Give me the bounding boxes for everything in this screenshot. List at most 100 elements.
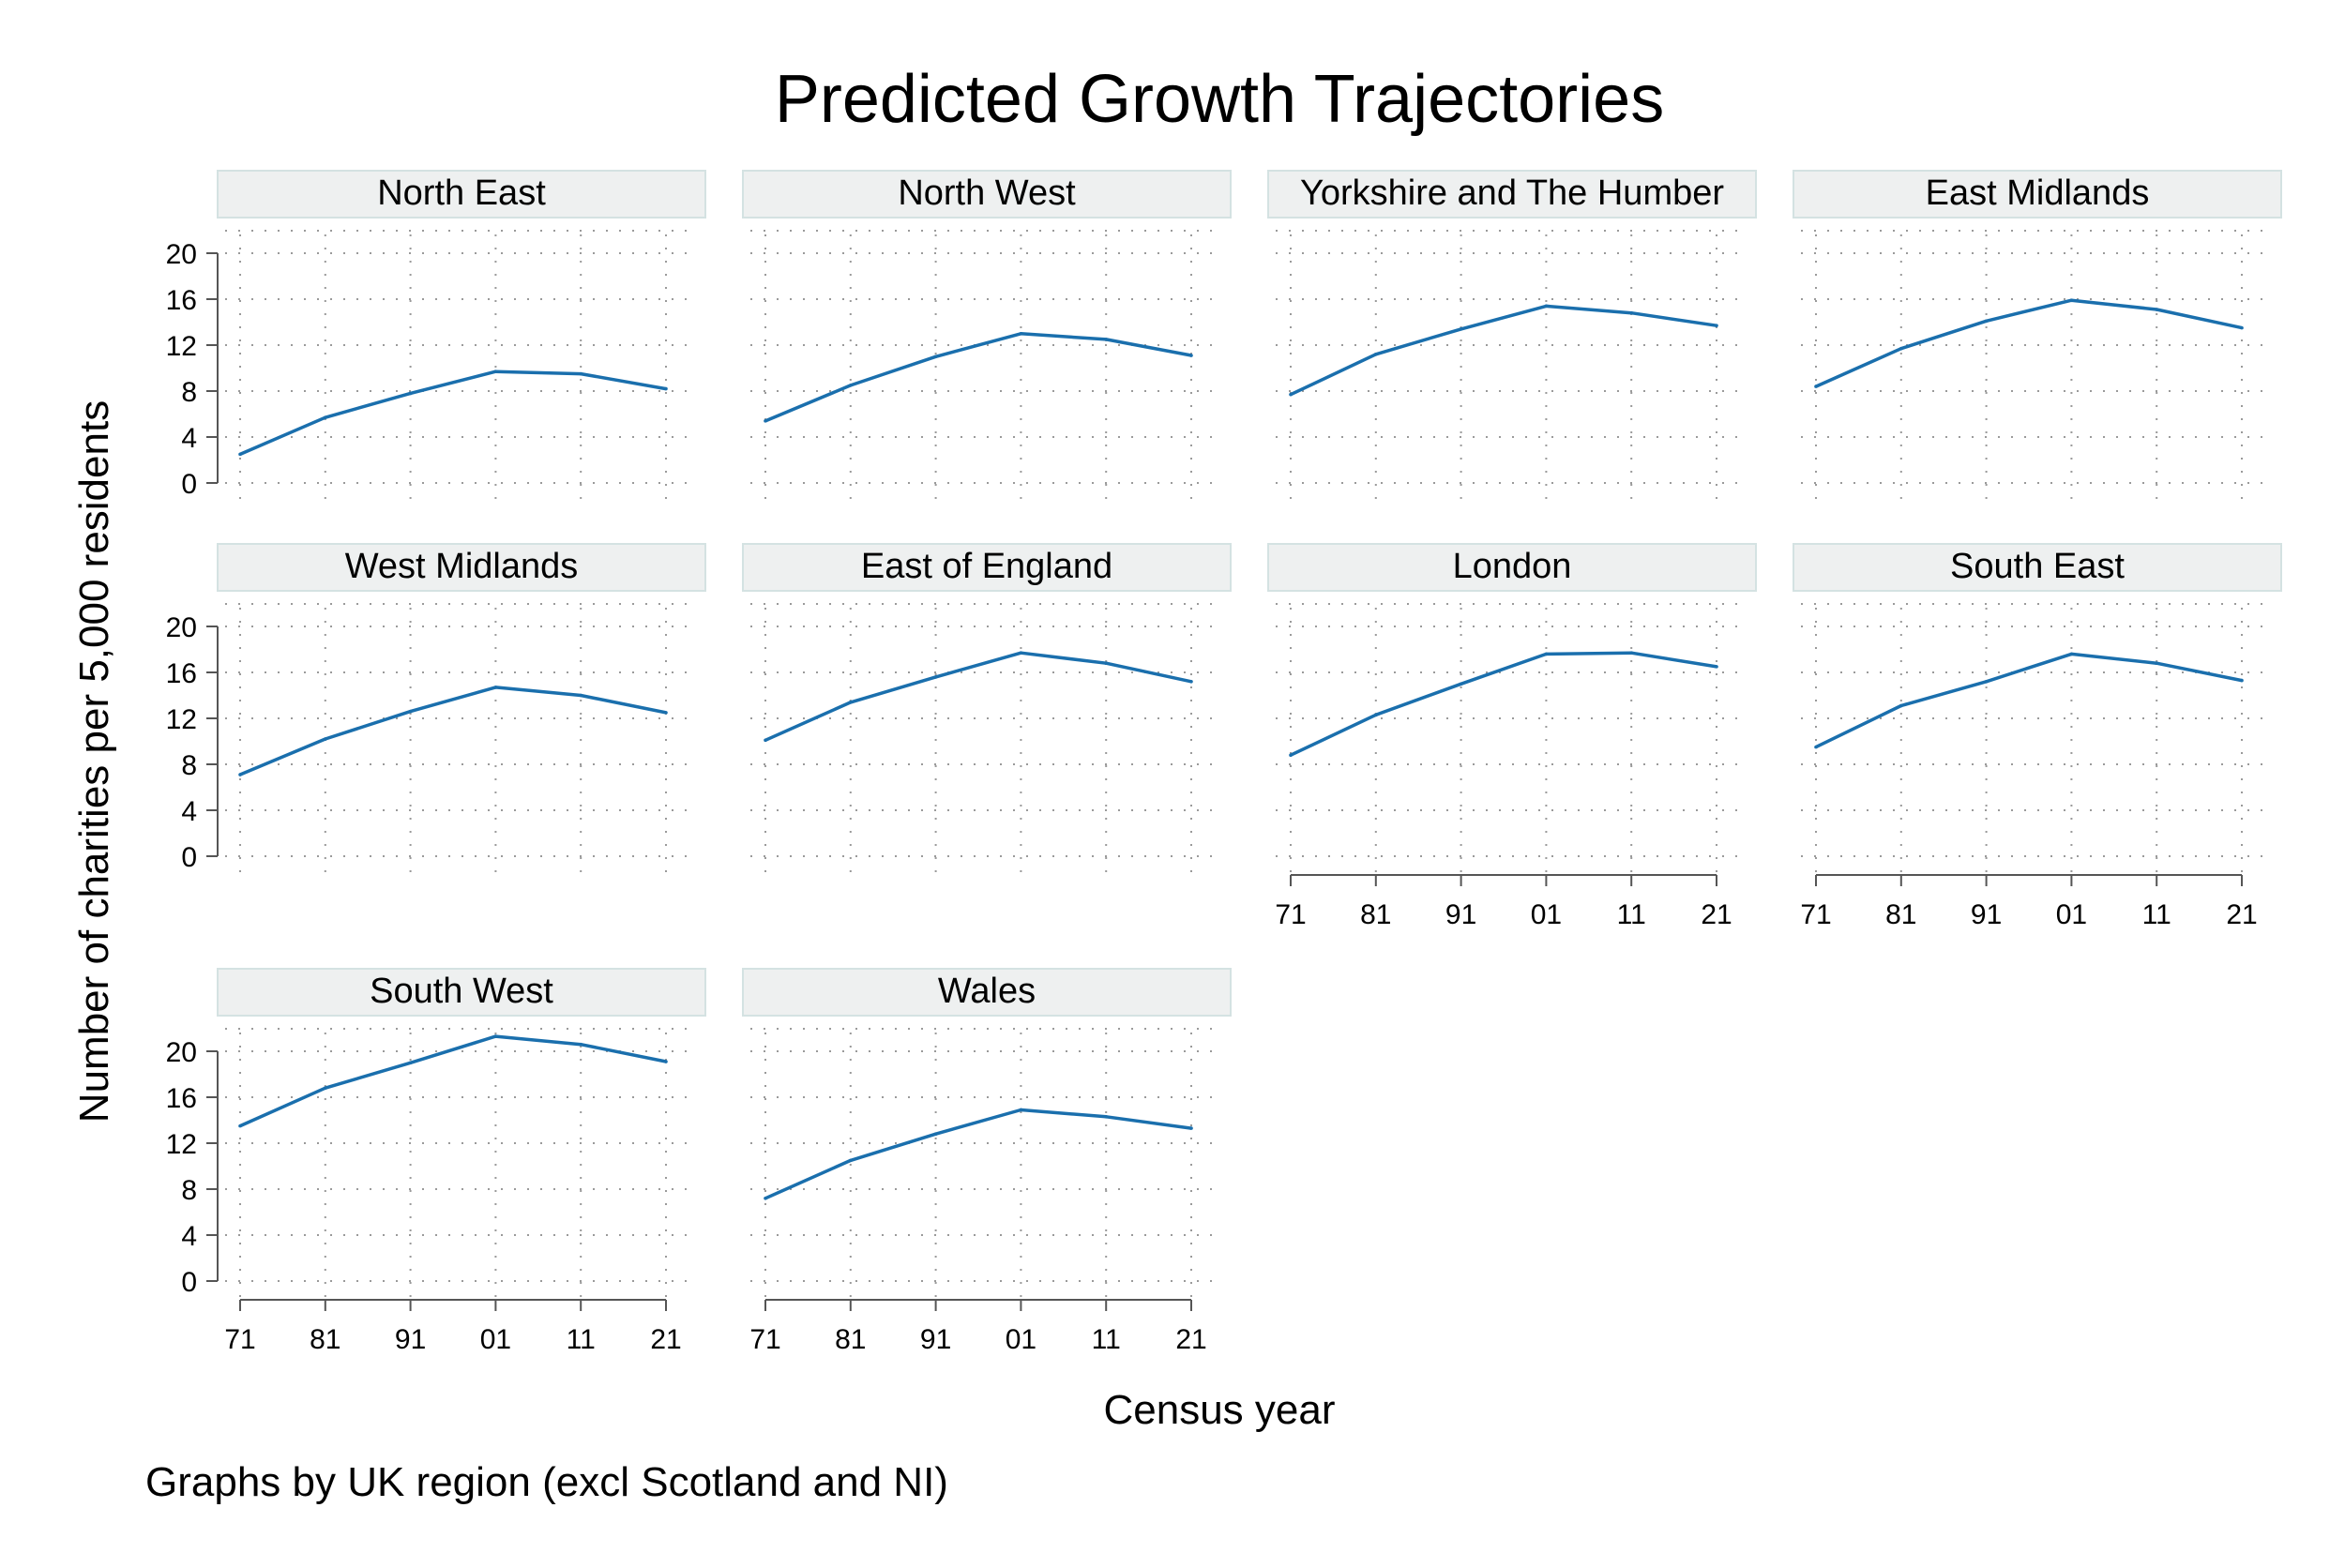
data-point	[1715, 665, 1718, 669]
data-point	[933, 1132, 938, 1136]
panel-title: West Midlands	[345, 547, 579, 586]
data-point	[1544, 652, 1549, 656]
graphs-by-note: Graphs by UK region (excl Scotland and N…	[145, 1459, 948, 1505]
data-point	[1289, 392, 1293, 397]
y-tick-label: 12	[166, 1129, 197, 1160]
panel-strip	[1267, 170, 1757, 219]
y-tick-label: 4	[181, 1221, 197, 1252]
panel-title: South West	[370, 972, 553, 1011]
y-tick-label: 4	[181, 796, 197, 827]
data-point	[1984, 680, 1989, 684]
x-tick-label: 71	[1800, 899, 1831, 930]
data-point	[664, 386, 668, 391]
x-axis-label: Census year	[1103, 1387, 1335, 1433]
data-point	[324, 415, 327, 419]
data-point	[408, 1061, 413, 1065]
panel-strip	[742, 543, 1232, 592]
panel-east-of-england: East of England	[742, 543, 1232, 873]
panel-strip	[1793, 543, 2282, 592]
data-point	[1019, 331, 1023, 336]
x-tick-label: 91	[920, 1324, 951, 1355]
data-point	[2155, 308, 2158, 311]
x-tick-label: 81	[1885, 899, 1916, 930]
data-point	[238, 452, 242, 457]
data-point	[2240, 325, 2244, 330]
x-tick-label: 81	[1360, 899, 1391, 930]
y-tick-label: 16	[166, 285, 197, 316]
data-point	[1899, 346, 1903, 351]
data-point	[1019, 651, 1023, 655]
panel-strip	[217, 968, 706, 1017]
data-point	[324, 1086, 327, 1090]
series-line	[1815, 298, 2243, 388]
data-point	[1374, 353, 1378, 356]
x-tick-label: 21	[1175, 1324, 1206, 1355]
series-line	[764, 332, 1192, 423]
panel-strip	[742, 968, 1232, 1017]
panel-title: Yorkshire and The Humber	[1300, 173, 1724, 213]
x-tick-label: 11	[1092, 1324, 1121, 1355]
series-line	[239, 369, 667, 457]
panel-title: East Midlands	[1926, 173, 2150, 213]
y-tick-label: 8	[181, 377, 197, 408]
data-point	[664, 1060, 668, 1063]
x-tick-label: 71	[749, 1324, 780, 1355]
x-tick-label: 91	[1445, 899, 1476, 930]
series-line	[1815, 652, 2243, 749]
x-tick-label: 01	[2056, 899, 2087, 930]
panel-south-east: South East 71 81 91 01 11 21	[1793, 543, 2282, 930]
x-tick-label: 91	[1971, 899, 2002, 930]
data-point	[1189, 680, 1193, 684]
data-point	[849, 1158, 853, 1163]
data-point	[1104, 1115, 1108, 1119]
data-point	[1374, 713, 1378, 717]
y-tick-label: 0	[181, 1267, 197, 1298]
panel-title: North West	[898, 173, 1076, 213]
x-tick-label: 01	[480, 1324, 511, 1355]
x-tick-label: 81	[835, 1324, 866, 1355]
data-point	[2069, 298, 2074, 303]
y-tick-label: 12	[166, 704, 197, 735]
y-tick-label: 16	[166, 658, 197, 689]
panel-strip	[742, 170, 1232, 219]
x-tick-label: 91	[395, 1324, 426, 1355]
data-point	[1104, 661, 1108, 665]
y-axis-label: Number of charities per 5,000 residents	[71, 400, 117, 1123]
data-point	[1814, 745, 1818, 749]
panel-title: North East	[377, 173, 546, 213]
panel-north-east: North East 0 4 8 12 16 20	[166, 170, 706, 500]
data-point	[493, 1034, 498, 1038]
panel-south-west: South West 0 4 8 12 16 20 71 81 91 01 11 21	[166, 968, 706, 1355]
data-point	[1459, 682, 1463, 686]
data-point	[579, 371, 582, 376]
y-tick-label: 0	[181, 842, 197, 873]
panel-west-midlands: West Midlands 0 4 8 12 16 20	[166, 543, 706, 873]
data-point	[933, 675, 938, 679]
panel-wales: Wales 71 81 91 01 11 21	[742, 968, 1232, 1355]
data-point	[1289, 753, 1293, 757]
panels: North East 0 4 8 12 16 20 North West Yorkshire a…	[166, 170, 2282, 1355]
y-tick-label: 8	[181, 750, 197, 781]
x-tick-label: 21	[1701, 899, 1732, 930]
x-tick-label: 71	[224, 1324, 255, 1355]
data-point	[1544, 304, 1549, 309]
series-line	[1290, 651, 1717, 757]
panel-strip	[1267, 543, 1757, 592]
x-tick-label: 11	[567, 1324, 596, 1355]
data-point	[1814, 384, 1818, 388]
data-point	[1629, 651, 1633, 655]
series-line	[1290, 304, 1717, 397]
data-point	[1899, 703, 1903, 708]
panel-strip	[1793, 170, 2282, 219]
data-point	[324, 737, 327, 741]
data-point	[493, 686, 498, 689]
data-point	[1629, 310, 1633, 315]
data-point	[1189, 354, 1193, 357]
y-tick-label: 16	[166, 1083, 197, 1114]
series-line	[239, 1034, 667, 1128]
chart-title: Predicted Growth Trajectories	[775, 62, 1664, 137]
data-point	[764, 738, 767, 743]
y-tick-label: 20	[166, 239, 197, 270]
